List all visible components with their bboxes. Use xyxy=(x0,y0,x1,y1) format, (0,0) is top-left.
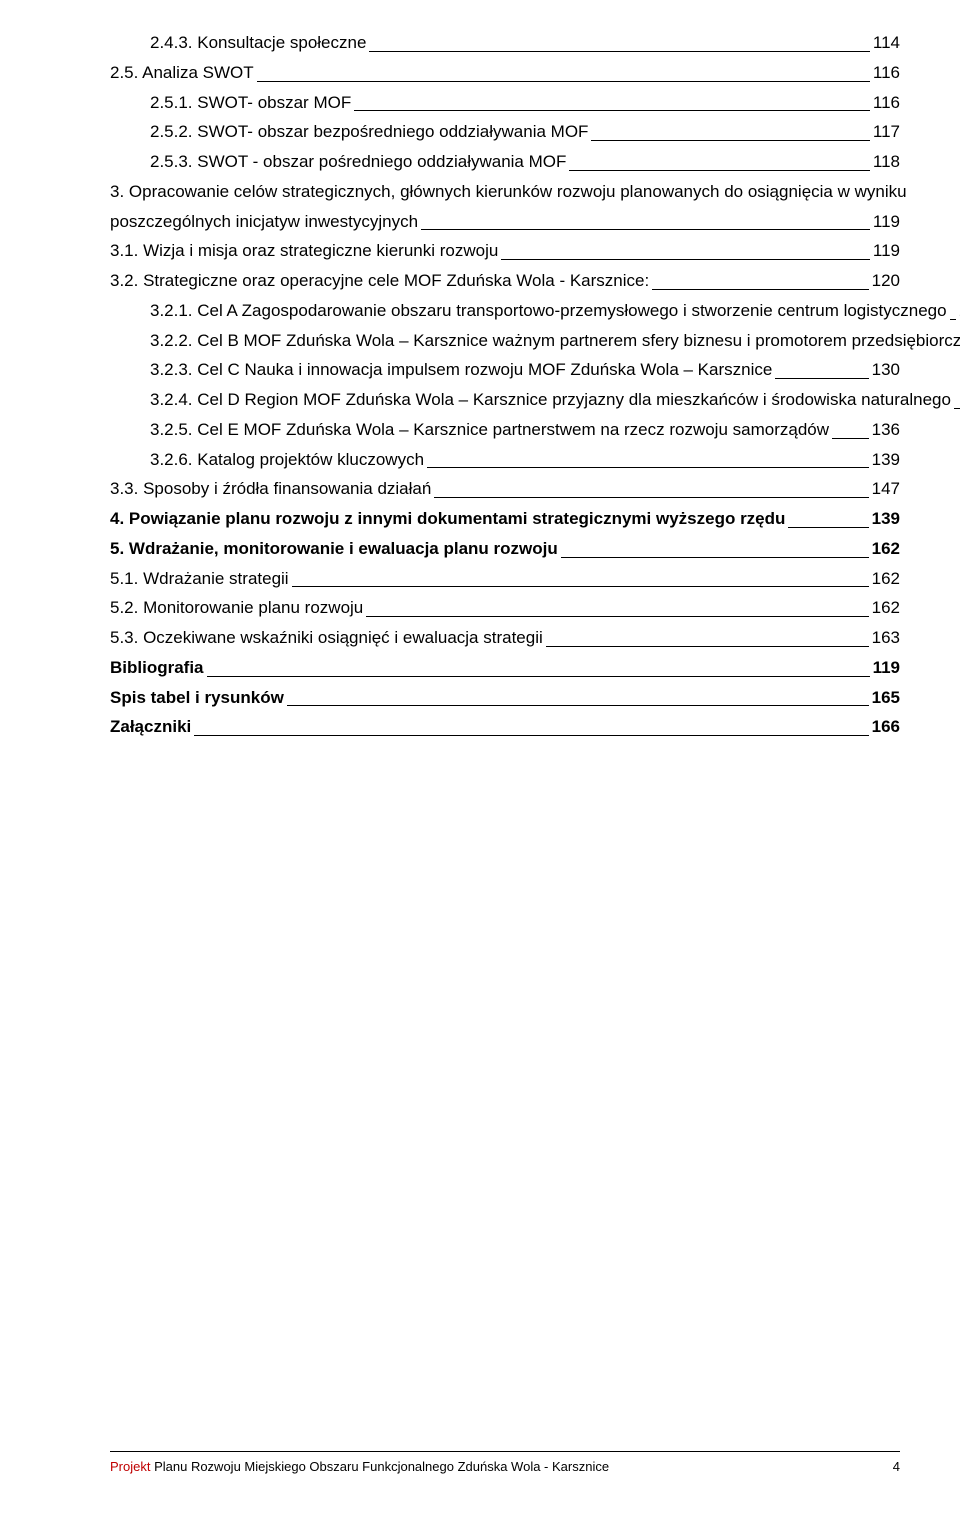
toc-leader xyxy=(950,319,956,320)
toc-page-number: 139 xyxy=(872,504,900,534)
toc-leader xyxy=(561,557,869,558)
toc-leader xyxy=(501,259,870,260)
toc-entry: 2.5. Analiza SWOT 116 xyxy=(110,58,900,88)
toc-leader xyxy=(366,616,868,617)
footer-red-word: Projekt xyxy=(110,1459,150,1474)
toc-page-number: 162 xyxy=(872,564,900,594)
document-page: 2.4.3. Konsultacje społeczne1142.5. Anal… xyxy=(0,0,960,1513)
toc-entry: 2.5.1. SWOT- obszar MOF 116 xyxy=(110,88,900,118)
toc-page-number: 130 xyxy=(872,355,900,385)
toc-entry: 3.3. Sposoby i źródła finansowania dział… xyxy=(110,474,900,504)
footer-page-number: 4 xyxy=(893,1456,900,1479)
toc-page-number: 119 xyxy=(873,653,900,683)
toc-entry: 5. Wdrażanie, monitorowanie i ewaluacja … xyxy=(110,534,900,564)
toc-leader xyxy=(207,676,870,677)
toc-entry: 2.5.3. SWOT - obszar pośredniego oddział… xyxy=(110,147,900,177)
toc-leader xyxy=(788,527,868,528)
toc-entry: 5.2. Monitorowanie planu rozwoju 162 xyxy=(110,593,900,623)
toc-leader xyxy=(832,438,869,439)
toc-label: 2.5.1. SWOT- obszar MOF xyxy=(150,88,351,118)
toc-entry: 5.1. Wdrażanie strategii 162 xyxy=(110,564,900,594)
toc-label: 4. Powiązanie planu rozwoju z innymi dok… xyxy=(110,504,785,534)
toc-entry: 3.2.5. Cel E MOF Zduńska Wola – Karsznic… xyxy=(110,415,900,445)
toc-label: 3.2.6. Katalog projektów kluczowych xyxy=(150,445,424,475)
toc-label: 5.3. Oczekiwane wskaźniki osiągnięć i ew… xyxy=(110,623,543,653)
footer-title: Projekt Planu Rozwoju Miejskiego Obszaru… xyxy=(110,1456,609,1479)
toc-entry: Bibliografia 119 xyxy=(110,653,900,683)
toc-label: 3.2. Strategiczne oraz operacyjne cele M… xyxy=(110,266,649,296)
toc-entry: 3.2.1. Cel A Zagospodarowanie obszaru tr… xyxy=(110,296,900,326)
toc-page-number: 118 xyxy=(873,147,900,177)
toc-label: 3.2.1. Cel A Zagospodarowanie obszaru tr… xyxy=(150,296,947,326)
toc-label: 3.2.2. Cel B MOF Zduńska Wola – Karsznic… xyxy=(150,326,960,356)
footer-rest: Planu Rozwoju Miejskiego Obszaru Funkcjo… xyxy=(150,1459,609,1474)
toc-label: 2.5.3. SWOT - obszar pośredniego oddział… xyxy=(150,147,566,177)
toc-label: Spis tabel i rysunków xyxy=(110,683,284,713)
toc-page-number: 119 xyxy=(873,207,900,237)
toc-label: 2.5. Analiza SWOT xyxy=(110,58,254,88)
toc-leader xyxy=(354,110,870,111)
toc-leader xyxy=(591,140,869,141)
toc-page-number: 117 xyxy=(873,117,900,147)
toc-leader xyxy=(427,467,869,468)
toc-label: 3. Opracowanie celów strategicznych, głó… xyxy=(110,177,900,207)
toc-entry: 3.2.6. Katalog projektów kluczowych 139 xyxy=(110,445,900,475)
toc-entry: Załączniki 166 xyxy=(110,712,900,742)
toc-page-number: 120 xyxy=(872,266,900,296)
toc-leader xyxy=(194,735,868,736)
toc-label: 5. Wdrażanie, monitorowanie i ewaluacja … xyxy=(110,534,558,564)
toc-page-number: 116 xyxy=(873,88,900,118)
toc-entry: 3. Opracowanie celów strategicznych, głó… xyxy=(110,177,900,237)
toc-leader xyxy=(369,51,869,52)
toc-page-number: 116 xyxy=(873,58,900,88)
toc-page-number: 162 xyxy=(872,534,900,564)
toc-entry: 3.2.2. Cel B MOF Zduńska Wola – Karsznic… xyxy=(110,326,900,356)
toc-page-number: 163 xyxy=(872,623,900,653)
toc-entry: 2.5.2. SWOT- obszar bezpośredniego oddzi… xyxy=(110,117,900,147)
toc-page-number: 119 xyxy=(873,236,900,266)
toc-label: 5.2. Monitorowanie planu rozwoju xyxy=(110,593,363,623)
page-footer: Projekt Planu Rozwoju Miejskiego Obszaru… xyxy=(110,1451,900,1479)
toc-page-number: 114 xyxy=(873,28,900,58)
toc-entry: 3.2.3. Cel C Nauka i innowacja impulsem … xyxy=(110,355,900,385)
toc-label: 3.2.3. Cel C Nauka i innowacja impulsem … xyxy=(150,355,772,385)
toc-leader xyxy=(652,289,868,290)
toc-entry: 3.2.4. Cel D Region MOF Zduńska Wola – K… xyxy=(110,385,900,415)
toc-entry: 5.3. Oczekiwane wskaźniki osiągnięć i ew… xyxy=(110,623,900,653)
toc-leader xyxy=(569,170,870,171)
toc-page-number: 162 xyxy=(872,593,900,623)
toc-leader xyxy=(775,378,868,379)
toc-leader xyxy=(257,81,870,82)
toc-label: 3.2.4. Cel D Region MOF Zduńska Wola – K… xyxy=(150,385,951,415)
toc-leader xyxy=(954,408,960,409)
toc-page-number: 166 xyxy=(872,712,900,742)
toc-page-number: 136 xyxy=(872,415,900,445)
toc-leader xyxy=(434,497,868,498)
table-of-contents: 2.4.3. Konsultacje społeczne1142.5. Anal… xyxy=(110,28,900,742)
toc-page-number: 165 xyxy=(872,683,900,713)
toc-entry: 3.2. Strategiczne oraz operacyjne cele M… xyxy=(110,266,900,296)
toc-leader xyxy=(546,646,869,647)
toc-leader xyxy=(292,586,869,587)
toc-page-number: 139 xyxy=(872,445,900,475)
toc-entry: Spis tabel i rysunków 165 xyxy=(110,683,900,713)
toc-label: 3.1. Wizja i misja oraz strategiczne kie… xyxy=(110,236,498,266)
toc-label: poszczególnych inicjatyw inwestycyjnych xyxy=(110,207,418,237)
toc-entry: 2.4.3. Konsultacje społeczne 114 xyxy=(110,28,900,58)
toc-label: 3.3. Sposoby i źródła finansowania dział… xyxy=(110,474,431,504)
toc-label: Załączniki xyxy=(110,712,191,742)
toc-label: Bibliografia xyxy=(110,653,204,683)
toc-entry: 4. Powiązanie planu rozwoju z innymi dok… xyxy=(110,504,900,534)
toc-leader xyxy=(421,229,870,230)
toc-label: 3.2.5. Cel E MOF Zduńska Wola – Karsznic… xyxy=(150,415,829,445)
toc-leader xyxy=(287,705,869,706)
toc-entry: 3.1. Wizja i misja oraz strategiczne kie… xyxy=(110,236,900,266)
toc-label: 2.4.3. Konsultacje społeczne xyxy=(150,28,366,58)
toc-label: 5.1. Wdrażanie strategii xyxy=(110,564,289,594)
toc-label: 2.5.2. SWOT- obszar bezpośredniego oddzi… xyxy=(150,117,588,147)
toc-page-number: 147 xyxy=(872,474,900,504)
